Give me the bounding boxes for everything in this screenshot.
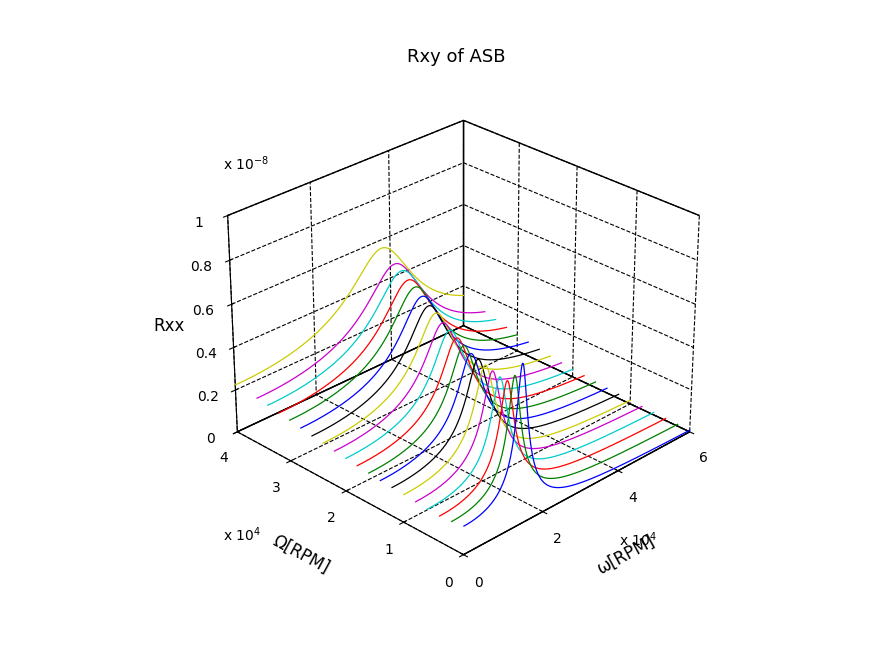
Text: x $10^{4}$: x $10^{4}$ — [224, 525, 261, 544]
Text: x $10^{4}$: x $10^{4}$ — [619, 530, 657, 549]
Text: x $10^{-8}$: x $10^{-8}$ — [224, 155, 269, 173]
Y-axis label: Ω[RPM]: Ω[RPM] — [269, 532, 332, 577]
Title: Rxy of ASB: Rxy of ASB — [407, 48, 506, 67]
X-axis label: ω[RPM]: ω[RPM] — [594, 532, 658, 578]
